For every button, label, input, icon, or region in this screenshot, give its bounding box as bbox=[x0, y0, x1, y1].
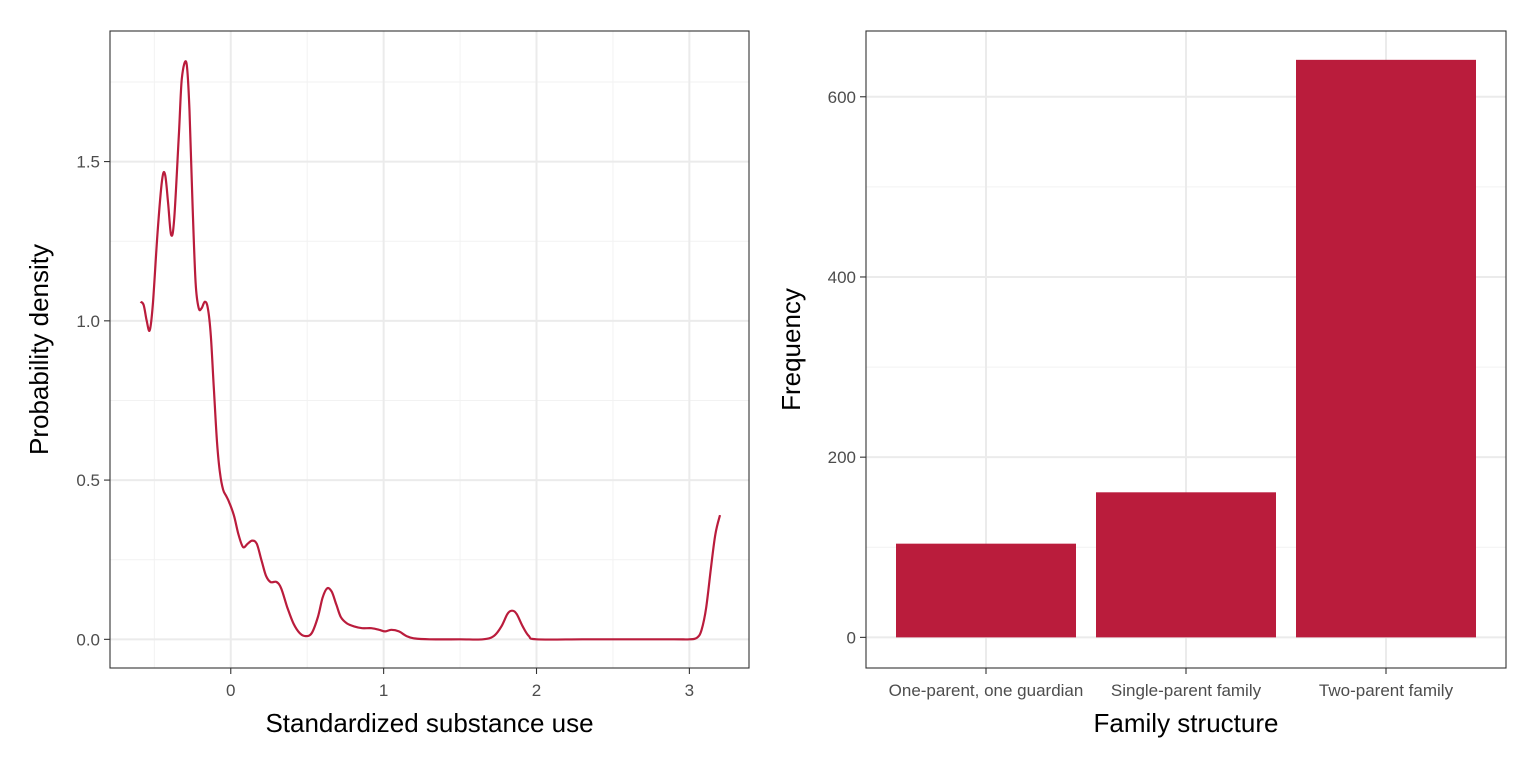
density-line bbox=[139, 60, 722, 641]
density-x-tick-label: 2 bbox=[532, 681, 541, 700]
bar-y-tick-label: 200 bbox=[828, 448, 856, 467]
bar bbox=[1096, 492, 1276, 638]
bar bbox=[896, 543, 1076, 638]
density-x-tick-label: 3 bbox=[685, 681, 694, 700]
bar-axes: One-parent, one guardian Single-parent fa… bbox=[828, 88, 1454, 700]
density-x-tick-label: 1 bbox=[379, 681, 388, 700]
density-x-tick-label: 0 bbox=[226, 681, 235, 700]
density-x-axis-title: Standardized substance use bbox=[265, 708, 593, 738]
density-y-axis-title: Probability density bbox=[24, 244, 54, 455]
bar-series bbox=[896, 59, 1476, 638]
density-axes: 0 1 2 3 0.0 0.5 1.0 1.5 bbox=[76, 153, 694, 700]
density-y-tick-label: 1.5 bbox=[76, 153, 100, 172]
density-chart: 0 1 2 3 0.0 0.5 1.0 1.5 Standardized substance … bbox=[24, 30, 750, 738]
density-y-tick-label: 1.0 bbox=[76, 312, 100, 331]
density-y-tick-label: 0.0 bbox=[76, 630, 100, 649]
bar-y-tick-label: 400 bbox=[828, 268, 856, 287]
bar-category-label: One-parent, one guardian bbox=[889, 681, 1084, 700]
bar-y-tick-label: 0 bbox=[847, 628, 856, 647]
bar-y-axis-title: Frequency bbox=[776, 288, 806, 411]
density-panel-background bbox=[110, 31, 749, 668]
family-structure-bar-chart: One-parent, one guardian Single-parent fa… bbox=[776, 30, 1507, 738]
bar-category-label: Single-parent family bbox=[1111, 681, 1262, 700]
bar-x-axis-title: Family structure bbox=[1094, 708, 1279, 738]
density-panel-border bbox=[109, 30, 750, 669]
density-y-tick-label: 0.5 bbox=[76, 471, 100, 490]
bar bbox=[1296, 59, 1476, 638]
bar-category-label: Two-parent family bbox=[1319, 681, 1454, 700]
bar-y-tick-label: 600 bbox=[828, 88, 856, 107]
